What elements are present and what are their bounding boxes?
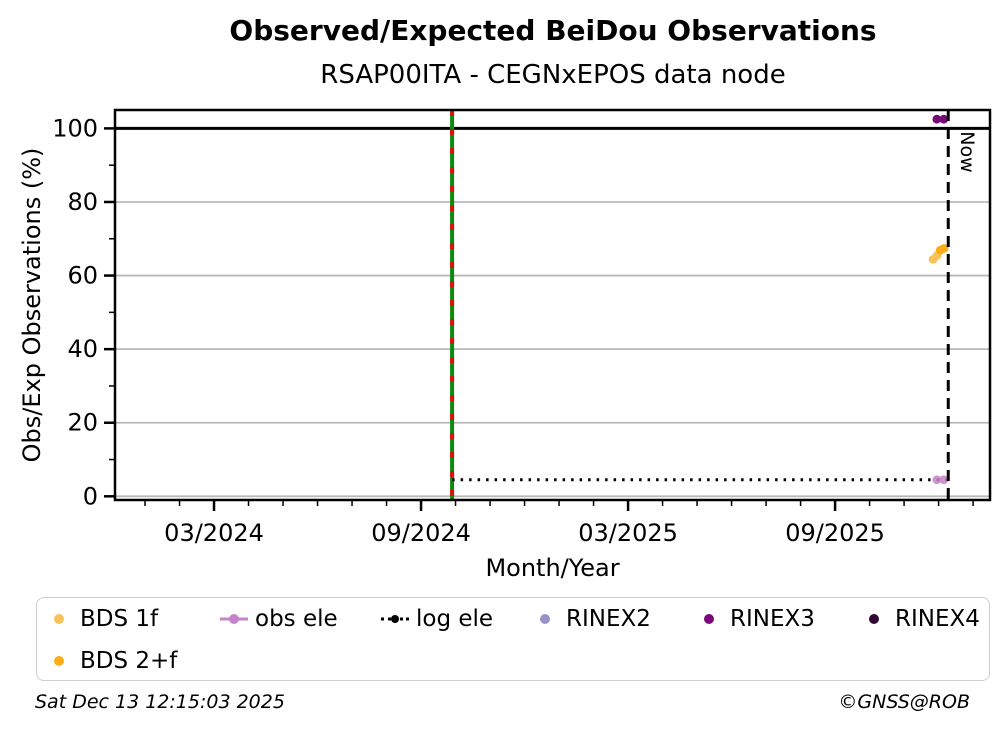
now-label: Now: [956, 131, 978, 172]
legend-marker-icon: [530, 613, 560, 625]
legend-marker-icon: [44, 613, 74, 625]
data-point-rinex3: [932, 114, 942, 124]
y-tick-label: 40: [67, 335, 98, 363]
legend: BDS 1f obs ele log ele RINEX2 RINEX3 RINEX4 BD…: [36, 597, 990, 681]
legend-marker-icon: [694, 613, 724, 625]
legend-item-rinex2: RINEX2: [530, 605, 651, 633]
legend-label: BDS 2+f: [80, 648, 178, 674]
legend-item-rinex4: RINEX4: [859, 605, 980, 633]
legend-item-rinex3: RINEX3: [694, 605, 815, 633]
y-tick-label: 80: [67, 188, 98, 216]
chart-title: Observed/Expected BeiDou Observations: [229, 14, 877, 47]
data-point-rinex3: [939, 114, 949, 124]
legend-item-log-ele: log ele: [380, 605, 493, 633]
x-tick-label: 03/2025: [578, 519, 678, 547]
legend-item-bds-2-f: BDS 2+f: [44, 647, 177, 675]
legend-label: log ele: [416, 606, 494, 632]
legend-label: obs ele: [255, 606, 338, 632]
legend-item-bds-1f: BDS 1f: [44, 605, 158, 633]
legend-label: RINEX3: [730, 606, 815, 632]
data-point-obs-ele: [939, 475, 949, 485]
y-tick-label: 100: [52, 114, 98, 142]
legend-label: RINEX2: [566, 606, 651, 632]
data-point-obs-ele: [932, 475, 942, 485]
footer-timestamp: Sat Dec 13 12:15:03 2025: [35, 691, 285, 713]
legend-marker-icon: [859, 613, 889, 625]
y-tick-label: 0: [83, 482, 98, 510]
x-tick-label: 09/2025: [785, 519, 885, 547]
plot-frame: [113, 108, 992, 502]
chart-subtitle: RSAP00ITA - CEGNxEPOS data node: [320, 60, 786, 90]
y-axis-label: Obs/Exp Observations (%): [18, 148, 46, 463]
legend-item-obs-ele: obs ele: [219, 605, 338, 633]
x-axis-label: Month/Year: [485, 554, 619, 582]
legend-label: BDS 1f: [80, 606, 159, 632]
data-point-bds-2-f: [939, 243, 949, 253]
legend-marker-icon: [219, 613, 249, 625]
legend-marker-icon: [44, 655, 74, 667]
footer-copyright: ©GNSS@ROB: [838, 691, 970, 713]
y-tick-label: 60: [67, 262, 98, 290]
legend-label: RINEX4: [895, 606, 980, 632]
legend-marker-icon: [380, 613, 410, 625]
x-tick-label: 09/2024: [371, 519, 471, 547]
y-tick-label: 20: [67, 409, 98, 437]
x-tick-label: 03/2024: [164, 519, 264, 547]
